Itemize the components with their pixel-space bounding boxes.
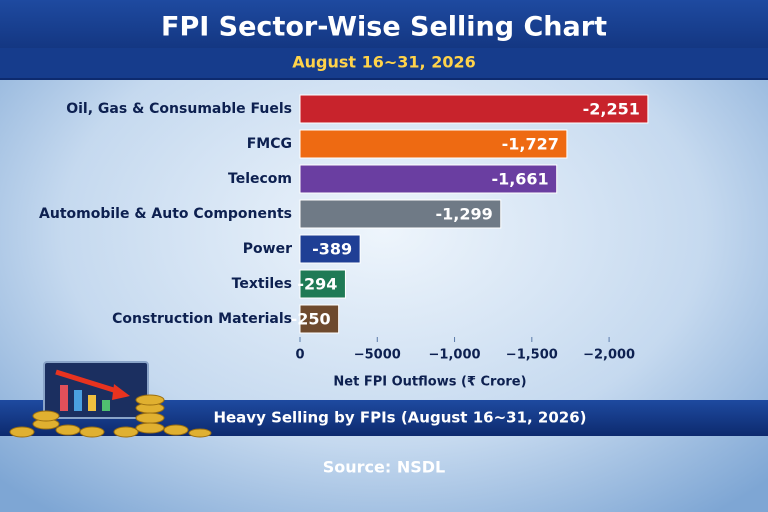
source-text: Source: NSDL [323, 458, 446, 477]
category-label: Automobile & Auto Components [39, 206, 292, 222]
x-tick-label: −2,000 [583, 348, 635, 363]
value-label: -1,661 [491, 170, 548, 189]
bar [299, 269, 346, 299]
icon-bar [60, 385, 68, 411]
bar [299, 304, 340, 334]
value-label: -1,299 [436, 205, 493, 224]
banner-text: Heavy Selling by FPIs (August 16~31, 202… [213, 409, 586, 427]
icon-bar [74, 390, 82, 411]
coin [9, 426, 35, 438]
coin [135, 422, 165, 434]
coin [163, 424, 189, 436]
down-arrow [55, 369, 121, 395]
bar [299, 164, 558, 194]
value-label: -389 [312, 240, 352, 259]
icon-bar [88, 395, 96, 411]
value-label: -1,727 [502, 135, 559, 154]
coin [55, 424, 81, 436]
decoration [9, 361, 212, 438]
chart-title: FPI Sector-Wise Selling Chart [161, 12, 607, 43]
value-label: -250 [291, 310, 331, 329]
subtitle-band [0, 48, 768, 78]
value-label: -2,251 [583, 100, 640, 119]
category-label: FMCG [247, 136, 292, 152]
category-label: Power [243, 241, 292, 257]
bar [299, 129, 568, 159]
bar [299, 94, 649, 124]
category-label: Construction Materials [112, 311, 292, 327]
x-tick-label: −1,000 [429, 348, 481, 363]
bar [299, 199, 502, 229]
x-tick-label: 0 [295, 348, 304, 363]
category-label: Telecom [228, 171, 292, 187]
bar [299, 234, 361, 264]
x-tick-label: −1,500 [506, 348, 558, 363]
arrow-head [112, 384, 130, 400]
coin [79, 426, 105, 438]
coin [113, 426, 139, 438]
coin [188, 428, 212, 438]
coin [135, 412, 165, 424]
x-axis-label: Net FPI Outflows (₹ Crore) [333, 375, 526, 390]
chart-subtitle: August 16~31, 2026 [292, 53, 475, 72]
value-label: -294 [297, 275, 337, 294]
coin [135, 394, 165, 406]
icon-bar [102, 400, 110, 411]
coin [32, 410, 60, 422]
category-label: Textiles [232, 276, 292, 292]
x-tick-label: −5000 [354, 348, 401, 363]
category-label: Oil, Gas & Consumable Fuels [66, 101, 292, 117]
